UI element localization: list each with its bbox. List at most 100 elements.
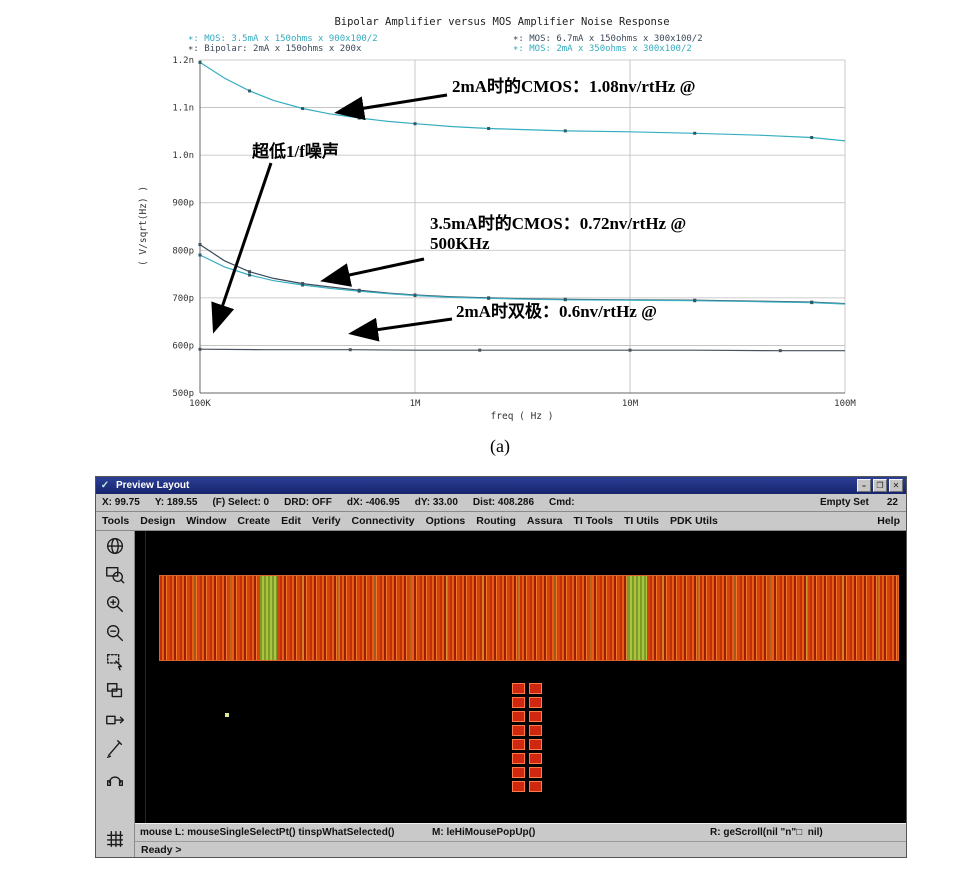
legend-bipolar-2ma: ∗: Bipolar: 2mA x 150ohms x 200x <box>188 44 362 54</box>
prompt-bar: Ready > <box>135 841 906 857</box>
menu-create[interactable]: Create <box>237 515 271 527</box>
world-button[interactable] <box>100 534 130 561</box>
mouse-binding-left: mouse L: mouseSingleSelectPt() tinspWhat… <box>140 827 395 838</box>
x-tick-label: 100K <box>189 399 211 409</box>
status-field: dX: -406.95 <box>346 497 400 508</box>
zoom-fit-icon <box>106 566 125 584</box>
zoom-out-icon <box>106 624 124 642</box>
legend-mos-2ma: ∗: MOS: 2mA x 350ohms x 300x100/2 <box>513 44 692 54</box>
cell-block-grid[interactable] <box>512 683 542 792</box>
zoom-out-button[interactable] <box>100 621 130 648</box>
menubar: Tools Design Window Create Edit Verify Connect… <box>96 512 906 531</box>
layout-cell <box>512 767 525 778</box>
data-point-marker <box>357 116 361 120</box>
y-axis-label: ( V/sqrt(Hz) ) <box>138 186 149 266</box>
minimize-button[interactable]: – <box>857 479 871 492</box>
stretch-button[interactable] <box>100 708 130 735</box>
zoom-fit-button[interactable] <box>100 563 130 590</box>
data-point-marker <box>810 136 814 140</box>
menu-design[interactable]: Design <box>140 515 176 527</box>
layout-cell <box>512 683 525 694</box>
close-button[interactable]: ✕ <box>889 479 903 492</box>
status-field: (F) Select: 0 <box>212 497 270 508</box>
y-tick-label: 500p <box>172 389 194 399</box>
copy-button[interactable] <box>100 679 130 706</box>
menu-connectivity[interactable]: Connectivity <box>351 515 415 527</box>
data-point-marker <box>693 299 697 303</box>
mouse-binding-right: R: geScroll(nil "n"□ nil) <box>710 827 823 838</box>
window-menu-icon[interactable]: ✓ <box>100 479 110 491</box>
layout-cell <box>529 711 542 722</box>
empty-set-indicator: Empty Set <box>819 497 869 508</box>
data-point-marker <box>248 273 252 277</box>
data-point-marker <box>198 243 202 247</box>
layout-cell <box>529 697 542 708</box>
layout-cell <box>529 767 542 778</box>
layout-cell <box>512 739 525 750</box>
data-point-marker <box>248 89 252 93</box>
annotation-cmos-3p5ma-line2: 500KHz <box>430 234 490 253</box>
chart-title: Bipolar Amplifier versus MOS Amplifier N… <box>334 16 669 28</box>
layout-cell <box>512 725 525 736</box>
status-field: Y: 189.55 <box>154 497 198 508</box>
menu-pdk-utils[interactable]: PDK Utils <box>669 515 718 527</box>
data-point-marker <box>628 348 632 352</box>
preview-layout-window: ✓ Preview Layout – ❐ ✕ X: 99.75 Y: 189.55… <box>95 476 907 858</box>
menu-options[interactable]: Options <box>425 515 466 527</box>
layout-row-block[interactable] <box>159 575 899 661</box>
menu-edit[interactable]: Edit <box>281 515 301 527</box>
grid-button[interactable] <box>100 827 130 854</box>
pencil-button[interactable] <box>100 737 130 764</box>
status-count: 22 <box>886 497 898 508</box>
green-band-1 <box>260 576 277 660</box>
layout-canvas[interactable] <box>135 531 906 823</box>
data-point-marker <box>693 131 697 135</box>
data-point-marker <box>248 270 252 274</box>
data-point-marker <box>301 283 305 287</box>
green-band-2 <box>628 576 647 660</box>
legend-mos-3p5ma: ∗: MOS: 3.5mA x 150ohms x 900x100/2 <box>188 34 378 44</box>
layout-cell <box>529 725 542 736</box>
canvas-edge-line <box>145 531 146 823</box>
annotation-bipolar-2ma: 2mA时双极：0.6nv/rtHz @ <box>456 302 657 321</box>
world-icon <box>106 537 124 555</box>
x-axis-label: freq ( Hz ) <box>491 411 554 422</box>
layout-cell <box>529 683 542 694</box>
y-tick-label: 900p <box>172 199 194 209</box>
menu-assura[interactable]: Assura <box>526 515 563 527</box>
data-point-marker <box>198 347 202 351</box>
menu-ti-tools[interactable]: TI Tools <box>573 515 613 527</box>
zoom-in-button[interactable] <box>100 592 130 619</box>
stretch-icon <box>106 715 124 725</box>
menu-verify[interactable]: Verify <box>311 515 341 527</box>
status-fields: X: 99.75 Y: 189.55 (F) Select: 0 DRD: OFF dX… <box>102 497 575 508</box>
annotation-cmos-3p5ma: 3.5mA时的CMOS：0.72nv/rtHz @ 500KHz <box>430 209 686 254</box>
menu-ti-utils[interactable]: TI Utils <box>623 515 659 527</box>
select-area-button[interactable] <box>100 650 130 677</box>
x-tick-label: 1M <box>410 399 421 409</box>
layout-cell <box>529 781 542 792</box>
status-field: X: 99.75 <box>102 497 140 508</box>
status-field: dY: 33.00 <box>414 497 458 508</box>
series-mos-2ma-x-350ohms-x-300x100-2 <box>199 61 846 142</box>
y-tick-label: 1.1n <box>172 104 194 114</box>
menu-help[interactable]: Help <box>877 515 900 527</box>
maximize-button[interactable]: ❐ <box>873 479 887 492</box>
layout-cell <box>529 739 542 750</box>
status-field: DRD: OFF <box>284 497 332 508</box>
window-titlebar[interactable]: ✓ Preview Layout – ❐ ✕ <box>96 477 906 494</box>
y-tick-label: 1.2n <box>172 56 194 66</box>
stray-cell-marker <box>225 713 229 717</box>
coordinate-statusbar: X: 99.75 Y: 189.55 (F) Select: 0 DRD: OFF dX… <box>96 494 906 512</box>
menu-routing[interactable]: Routing <box>476 515 516 527</box>
data-point-marker <box>478 348 482 352</box>
chart-svg: Bipolar Amplifier versus MOS Amplifier N… <box>138 16 856 422</box>
menu-tools[interactable]: Tools <box>102 515 130 527</box>
x-tick-label: 100M <box>834 399 856 409</box>
probe-button[interactable] <box>100 766 130 793</box>
menu-items: Tools Design Window Create Edit Verify Connect… <box>102 515 718 527</box>
menu-window[interactable]: Window <box>186 515 227 527</box>
layout-cell <box>512 781 525 792</box>
